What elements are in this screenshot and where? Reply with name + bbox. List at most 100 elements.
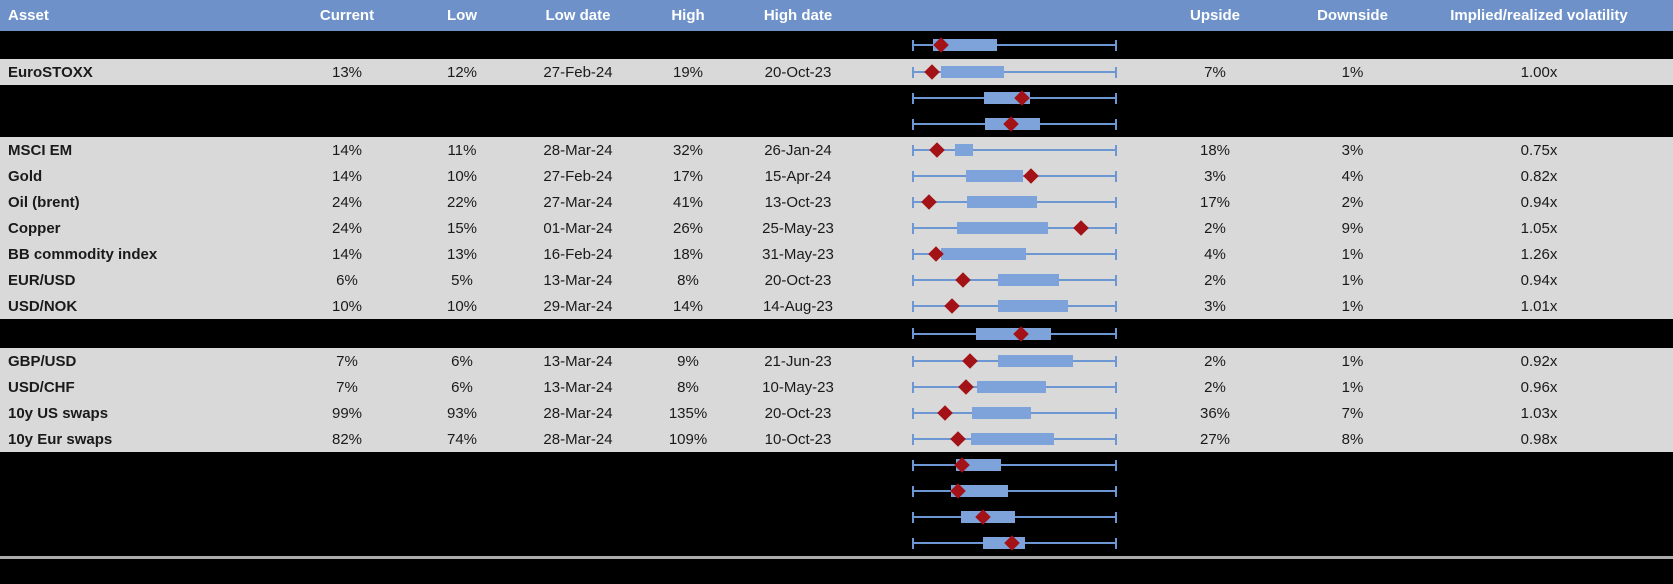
iqr-box: [933, 39, 997, 51]
current-cell: 10%: [331, 297, 363, 315]
whisker-cap-right: [1115, 144, 1117, 156]
boxplot: [912, 478, 1117, 504]
low-cell: 15%: [446, 219, 478, 237]
vol-cell: 0.94x: [1520, 271, 1558, 289]
low-cell: 6%: [451, 378, 473, 396]
high-cell: 32%: [672, 141, 704, 159]
current-cell: 6%: [336, 271, 358, 289]
vol-cell: [1405, 504, 1673, 530]
boxplot-cell: [856, 426, 1130, 452]
asset-cell: [0, 478, 290, 504]
downside-cell: [1300, 319, 1405, 348]
high-date-cell: 15-Apr-24: [764, 167, 832, 185]
whisker-cap-left: [912, 511, 914, 523]
whisker-cap-left: [912, 248, 914, 260]
iqr-box: [965, 170, 1023, 182]
upside-cell: [1130, 85, 1300, 111]
iqr-box: [976, 381, 1047, 393]
high-date-cell: [740, 31, 856, 59]
upside-cell: 36%: [1199, 404, 1231, 422]
col-header-high: High: [671, 7, 705, 24]
low-date-cell: 13-Mar-24: [543, 378, 613, 396]
whisker-cap-right: [1115, 274, 1117, 286]
downside-cell: 1%: [1341, 352, 1364, 370]
high-cell: [636, 111, 740, 137]
asset-cell: Copper: [8, 219, 61, 237]
boxplot-cell: [856, 348, 1130, 374]
asset-cell: EUR/USD: [8, 271, 76, 289]
asset-cell: MSCI EM: [8, 141, 73, 159]
current-cell: 7%: [336, 378, 358, 396]
table-row: EUR/USD 6% 5% 13-Mar-24 8% 20-Oct-23 2% 1% 0.94x: [0, 267, 1673, 293]
boxplot-cell: [856, 319, 1130, 348]
low-date-cell: 01-Mar-24: [543, 219, 613, 237]
high-cell: 135%: [668, 404, 708, 422]
high-cell: 14%: [672, 297, 704, 315]
table-row: EuroSTOXX 13% 12% 27-Feb-24 19% 20-Oct-23 7% 1%…: [0, 59, 1673, 85]
downside-cell: [1300, 31, 1405, 59]
whisker-cap-left: [912, 274, 914, 286]
boxplot-cell: [856, 241, 1130, 267]
hidden-row: [0, 85, 1673, 111]
iqr-box: [997, 274, 1059, 286]
separator-line: [0, 556, 1673, 559]
iqr-box: [955, 144, 973, 156]
iqr-box: [956, 222, 1049, 234]
boxplot: [912, 267, 1117, 293]
low-cell: [404, 504, 520, 530]
asset-cell: EuroSTOXX: [8, 63, 93, 81]
boxplot-cell: [856, 215, 1130, 241]
current-cell: [290, 319, 404, 348]
high-cell: [636, 478, 740, 504]
asset-cell: [0, 319, 290, 348]
whisker-cap-left: [912, 118, 914, 130]
low-date-cell: 16-Feb-24: [543, 245, 613, 263]
asset-cell: USD/CHF: [8, 378, 75, 396]
high-date-cell: 21-Jun-23: [764, 352, 832, 370]
upside-cell: [1130, 530, 1300, 556]
whisker-cap-right: [1115, 300, 1117, 312]
boxplot-cell: [856, 504, 1130, 530]
low-cell: 74%: [446, 430, 478, 448]
low-cell: [404, 111, 520, 137]
vol-cell: [1405, 31, 1673, 59]
boxplot: [912, 85, 1117, 111]
downside-cell: 1%: [1341, 63, 1364, 81]
asset-cell: [0, 31, 290, 59]
boxplot: [912, 241, 1117, 267]
vol-cell: [1405, 452, 1673, 478]
high-cell: [636, 85, 740, 111]
asset-cell: USD/NOK: [8, 297, 78, 315]
low-date-cell: 27-Mar-24: [543, 193, 613, 211]
asset-cell: 10y Eur swaps: [8, 430, 113, 448]
current-marker-diamond: [950, 431, 966, 447]
downside-cell: 4%: [1341, 167, 1364, 185]
whisker-cap-left: [912, 433, 914, 445]
vol-cell: 0.96x: [1520, 378, 1558, 396]
asset-cell: [0, 111, 290, 137]
whisker-cap-right: [1115, 92, 1117, 104]
hidden-row: [0, 504, 1673, 530]
asset-cell: Gold: [8, 167, 43, 185]
high-cell: [636, 31, 740, 59]
hidden-row: [0, 530, 1673, 556]
current-cell: [290, 478, 404, 504]
low-date-cell: 27-Feb-24: [543, 167, 613, 185]
whisker-cap-left: [912, 328, 914, 339]
whisker-cap-right: [1115, 328, 1117, 339]
table-row: GBP/USD 7% 6% 13-Mar-24 9% 21-Jun-23 2% 1% 0.92x: [0, 348, 1673, 374]
high-cell: 26%: [672, 219, 704, 237]
boxplot: [912, 374, 1117, 400]
table-row: 10y Eur swaps 82% 74% 28-Mar-24 109% 10-Oct-2…: [0, 426, 1673, 452]
current-marker-diamond: [929, 142, 945, 158]
high-date-cell: 31-May-23: [762, 245, 834, 263]
high-date-cell: [740, 530, 856, 556]
boxplot: [912, 400, 1117, 426]
col-header-implied-realized: Implied/realized volatility: [1450, 7, 1628, 24]
high-date-cell: 20-Oct-23: [764, 404, 832, 422]
upside-cell: [1130, 452, 1300, 478]
low-date-cell: 29-Mar-24: [543, 297, 613, 315]
current-cell: [290, 530, 404, 556]
boxplot: [912, 348, 1117, 374]
